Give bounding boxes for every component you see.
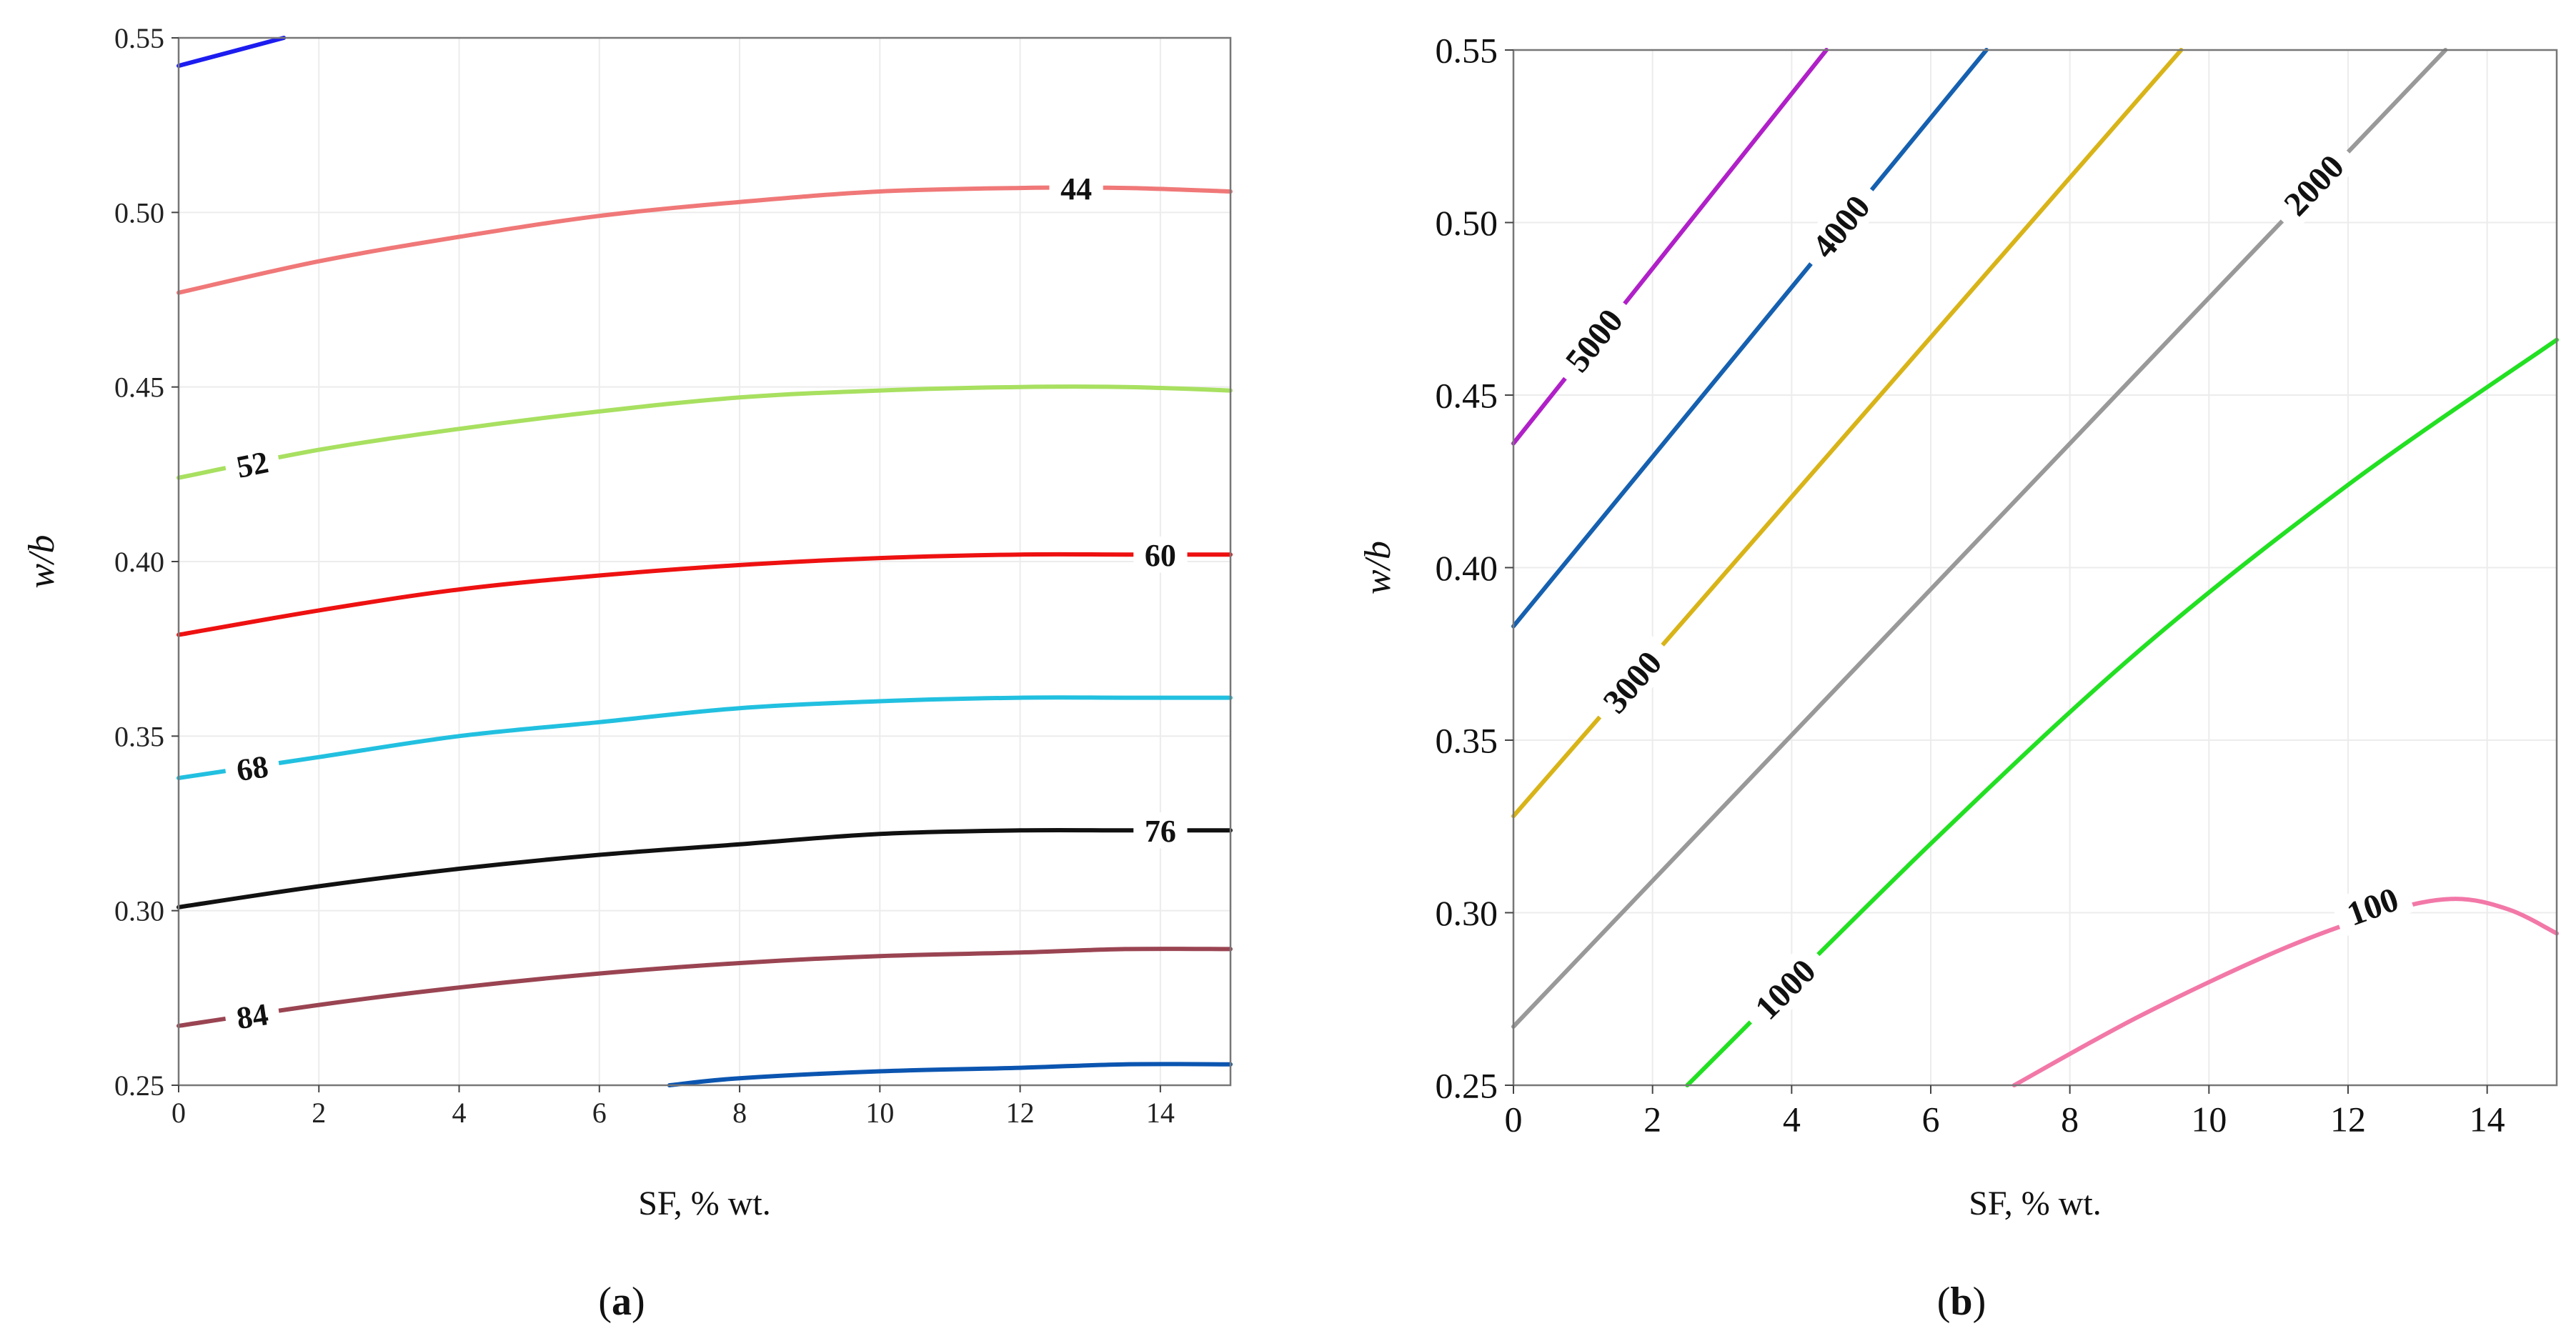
x-tick-label: 8 bbox=[732, 1097, 747, 1129]
contour-label-text: 60 bbox=[1145, 538, 1176, 573]
contour-label-bg bbox=[2329, 874, 2415, 937]
x-tick-label: 12 bbox=[1006, 1097, 1035, 1129]
contour-label-60: 60 bbox=[1133, 536, 1188, 573]
contour-line-60 bbox=[176, 552, 1233, 637]
contour-label-84: 84 bbox=[223, 993, 282, 1037]
panel-caption: (b) bbox=[1937, 1280, 1986, 1324]
x-tick-label: 4 bbox=[452, 1097, 467, 1129]
x-tick-label: 14 bbox=[2470, 1100, 2505, 1140]
contour-label-text: 76 bbox=[1145, 814, 1176, 849]
x-tick-label: 6 bbox=[1922, 1100, 1940, 1140]
x-tick-label: 8 bbox=[2061, 1100, 2079, 1140]
contour-label-bg bbox=[1736, 941, 1833, 1037]
x-tick-label: 0 bbox=[1505, 1100, 1523, 1140]
contour-label-bg bbox=[1049, 169, 1103, 206]
x-tick-label: 10 bbox=[2191, 1100, 2227, 1140]
contour-label-bg bbox=[1794, 176, 1886, 276]
contour-label-bg bbox=[1585, 632, 1679, 731]
contour-line-68 bbox=[176, 695, 1233, 780]
contour-line-1000 bbox=[1685, 337, 2559, 1087]
x-tick-label: 2 bbox=[1643, 1100, 1661, 1140]
y-axis-label: w/b bbox=[21, 534, 62, 588]
contour-line-3000 bbox=[1511, 48, 2184, 819]
y-tick-label: 0.45 bbox=[114, 372, 164, 404]
x-axis-label: SF, % wt. bbox=[1969, 1185, 2102, 1222]
y-axis-label: w/b bbox=[1358, 541, 1398, 594]
contour-label-44: 44 bbox=[1049, 169, 1103, 206]
x-tick-label: 12 bbox=[2330, 1100, 2366, 1140]
y-tick-label: 0.50 bbox=[1436, 203, 1498, 243]
y-tick-label: 0.40 bbox=[114, 546, 164, 578]
contour-line-76 bbox=[176, 827, 1233, 909]
contour-label-bg bbox=[2266, 136, 2361, 233]
contour-label-text: 52 bbox=[234, 444, 272, 485]
y-tick-label: 0.50 bbox=[114, 196, 164, 229]
contour-label-bg bbox=[1133, 812, 1188, 849]
y-tick-label: 0.35 bbox=[1436, 721, 1498, 761]
x-tick-label: 4 bbox=[1783, 1100, 1801, 1140]
contour-label-bg bbox=[1548, 290, 1639, 390]
y-tick-label: 0.30 bbox=[1436, 893, 1498, 933]
axis-ticks: 0 2 4 6 8 10 12 14 0.25 0.30 0.35 0.40 0.45 0.50 0.55 bbox=[1436, 31, 2505, 1140]
contour-line-52 bbox=[176, 384, 1233, 480]
contour-line-84 bbox=[176, 947, 1233, 1028]
contour-line-36 bbox=[176, 36, 287, 69]
contour-label-bg bbox=[223, 993, 282, 1037]
contour-label-bg bbox=[223, 745, 282, 789]
contour-label-text: 68 bbox=[234, 749, 271, 788]
y-tick-label: 0.45 bbox=[1436, 376, 1498, 416]
x-tick-label: 0 bbox=[171, 1097, 186, 1129]
contour-line-92 bbox=[667, 1062, 1233, 1087]
y-tick-label: 0.35 bbox=[114, 720, 164, 752]
y-tick-label: 0.40 bbox=[1436, 548, 1498, 588]
contour-label-text: 84 bbox=[234, 997, 271, 1036]
contour-label-52: 52 bbox=[222, 441, 282, 487]
y-tick-label: 0.30 bbox=[114, 895, 164, 927]
contour-label-76: 76 bbox=[1133, 812, 1188, 849]
contour-label-bg bbox=[222, 441, 282, 487]
x-tick-label: 2 bbox=[312, 1097, 326, 1129]
y-tick-label: 0.55 bbox=[1436, 31, 1498, 71]
panel-caption: (a) bbox=[598, 1280, 645, 1324]
y-tick-label: 0.25 bbox=[114, 1070, 164, 1102]
axis-ticks: 0 2 4 6 8 10 12 140.250.300.350.400.450.500.55 bbox=[114, 22, 1175, 1129]
contour-line-100 bbox=[2011, 897, 2559, 1087]
contour-label-bg bbox=[1133, 536, 1188, 573]
contour-label-68: 68 bbox=[223, 745, 282, 789]
contour-line-4000 bbox=[1511, 48, 1989, 629]
contour-label-text: 44 bbox=[1060, 171, 1092, 206]
x-tick-label: 10 bbox=[865, 1097, 894, 1129]
x-tick-label: 14 bbox=[1146, 1097, 1175, 1129]
y-tick-label: 0.25 bbox=[1436, 1066, 1498, 1106]
x-tick-label: 6 bbox=[592, 1097, 607, 1129]
contour-line-5000 bbox=[1511, 48, 1829, 446]
x-axis-label: SF, % wt. bbox=[638, 1185, 771, 1222]
contour-labels: 44 52 60 68 76 84 bbox=[222, 169, 1188, 1037]
y-tick-label: 0.55 bbox=[114, 22, 164, 54]
contour-lines bbox=[176, 36, 1233, 1087]
